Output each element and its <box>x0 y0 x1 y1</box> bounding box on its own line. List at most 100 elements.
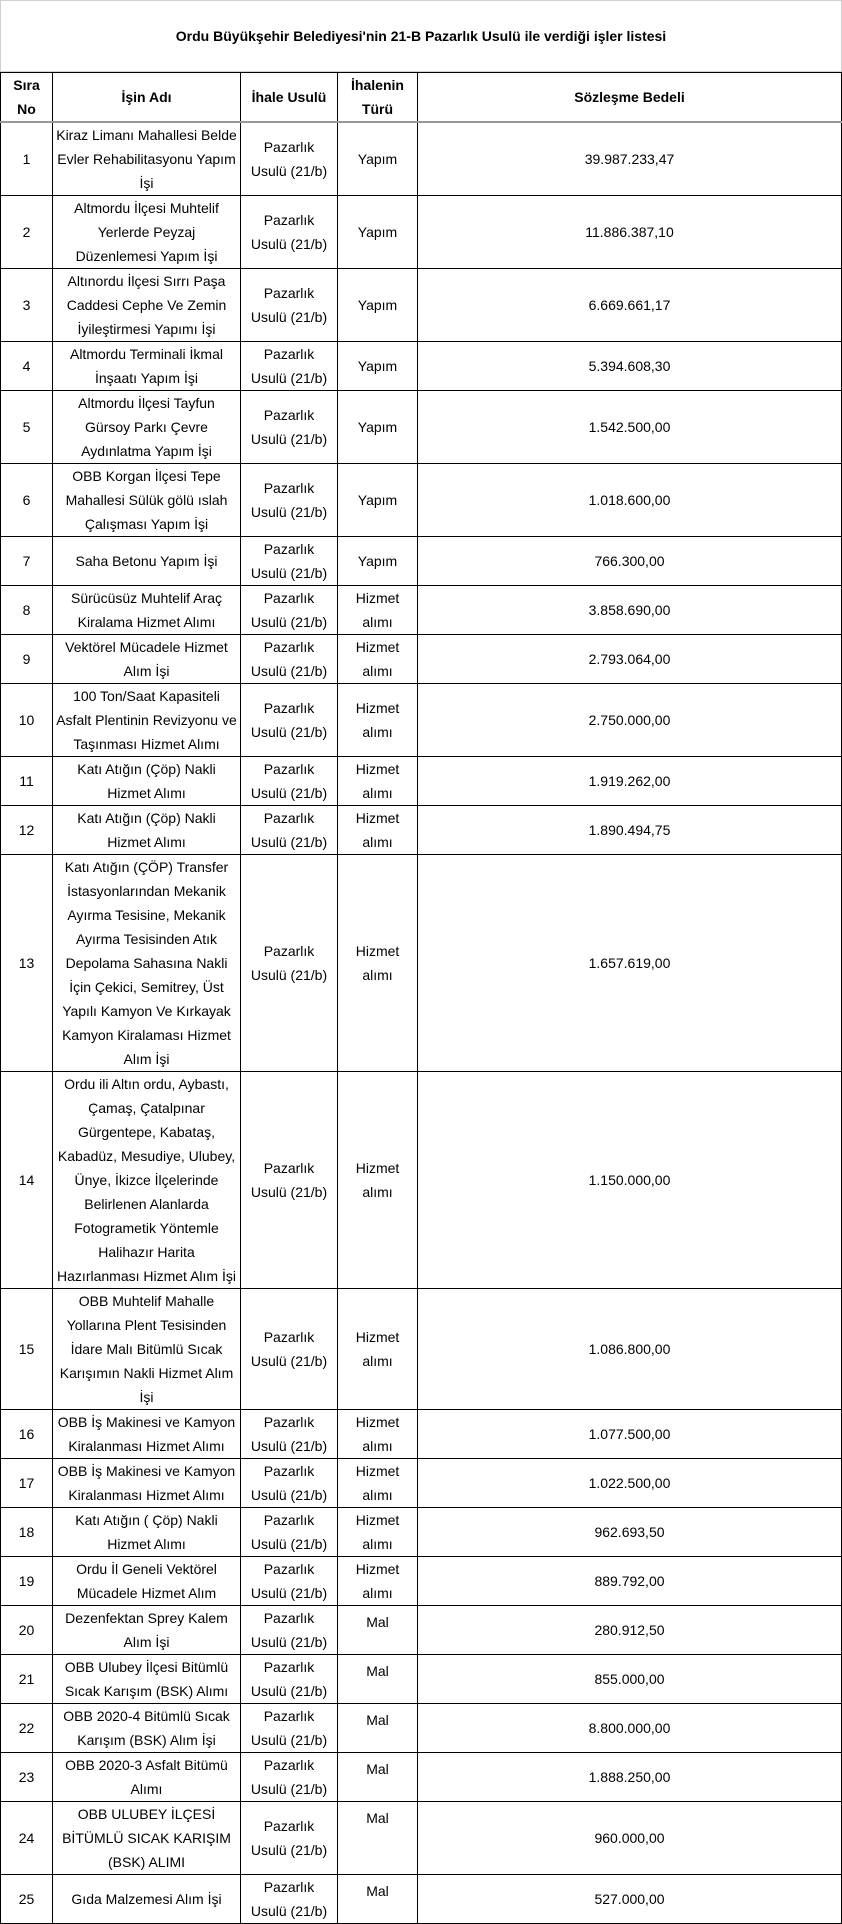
tender-method-cell: Pazarlık Usulü (21/b) <box>240 536 338 586</box>
contract-amount-cell: 889.792,00 <box>417 1556 842 1606</box>
table-row: 18 Katı Atığın ( Çöp) Nakli Hizmet Alımı P… <box>0 1507 842 1557</box>
contract-amount-cell: 1.150.000,00 <box>417 1071 842 1289</box>
contract-amount-cell: 1.022.500,00 <box>417 1458 842 1508</box>
tender-method-cell: Pazarlık Usulü (21/b) <box>240 1458 338 1508</box>
job-name-cell: OBB ULUBEY İLÇESİ BİTÜMLÜ SICAK KARIŞIM … <box>52 1801 241 1875</box>
tender-method-cell: Pazarlık Usulü (21/b) <box>240 1507 338 1557</box>
tender-method-cell: Pazarlık Usulü (21/b) <box>240 268 338 342</box>
job-name-cell: Ordu İl Geneli Vektörel Mücadele Hizmet … <box>52 1556 241 1606</box>
table-row: 24 OBB ULUBEY İLÇESİ BİTÜMLÜ SICAK KARIŞI… <box>0 1801 842 1875</box>
row-number-cell: 18 <box>0 1507 53 1557</box>
job-name-cell: OBB İş Makinesi ve Kamyon Kiralanması Hi… <box>52 1409 241 1459</box>
header-ihale-usulu: İhale Usulü <box>240 72 338 123</box>
contract-amount-cell: 1.542.500,00 <box>417 390 842 464</box>
table-row: 4 Altmordu Terminali İkmal İnşaatı Yapım … <box>0 341 842 391</box>
tender-method-cell: Pazarlık Usulü (21/b) <box>240 121 338 196</box>
job-name-cell: Ordu ili Altın ordu, Aybastı, Çamaş, Çat… <box>52 1071 241 1289</box>
tender-method-cell: Pazarlık Usulü (21/b) <box>240 195 338 269</box>
row-number-cell: 8 <box>0 585 53 635</box>
table-row: 6 OBB Korgan İlçesi Tepe Mahallesi Sülük … <box>0 463 842 537</box>
row-number-cell: 11 <box>0 756 53 806</box>
table-row: 3 Altınordu İlçesi Sırrı Paşa Caddesi Cep… <box>0 268 842 342</box>
contract-amount-cell: 11.886.387,10 <box>417 195 842 269</box>
tender-method-cell: Pazarlık Usulü (21/b) <box>240 1071 338 1289</box>
job-name-cell: Katı Atığın ( Çöp) Nakli Hizmet Alımı <box>52 1507 241 1557</box>
contract-amount-cell: 960.000,00 <box>417 1801 842 1875</box>
table-row: 20 Dezenfektan Sprey Kalem Alım İşi Pazarl… <box>0 1605 842 1655</box>
row-number-cell: 5 <box>0 390 53 464</box>
contract-amount-cell: 855.000,00 <box>417 1654 842 1704</box>
job-name-cell: Kiraz Limanı Mahallesi Belde Evler Rehab… <box>52 121 241 196</box>
table-row: 1 Kiraz Limanı Mahallesi Belde Evler Reha… <box>0 121 842 196</box>
tender-method-cell: Pazarlık Usulü (21/b) <box>240 683 338 757</box>
tender-method-cell: Pazarlık Usulü (21/b) <box>240 805 338 855</box>
tender-type-cell: Yapım <box>337 390 418 464</box>
header-sozlesme-bedeli: Sözleşme Bedeli <box>417 72 842 123</box>
job-name-cell: OBB Korgan İlçesi Tepe Mahallesi Sülük g… <box>52 463 241 537</box>
contract-amount-cell: 1.888.250,00 <box>417 1752 842 1802</box>
tender-type-cell: Yapım <box>337 195 418 269</box>
table-row: 10 100 Ton/Saat Kapasiteli Asfalt Plentin… <box>0 683 842 757</box>
row-number-cell: 1 <box>0 121 53 196</box>
table-row: 15 OBB Muhtelif Mahalle Yollarına Plent T… <box>0 1288 842 1410</box>
row-number-cell: 24 <box>0 1801 53 1875</box>
header-ihalenin-turu: İhalenin Türü <box>337 72 418 123</box>
contract-amount-cell: 2.793.064,00 <box>417 634 842 684</box>
row-number-cell: 4 <box>0 341 53 391</box>
tender-type-cell: Hizmet alımı <box>337 756 418 806</box>
tender-type-cell: Hizmet alımı <box>337 585 418 635</box>
tender-type-cell: Mal <box>337 1605 418 1655</box>
table-row: 25 Gıda Malzemesi Alım İşi Pazarlık Usulü … <box>0 1874 842 1924</box>
tender-type-cell: Yapım <box>337 268 418 342</box>
table-row: 11 Katı Atığın (Çöp) Nakli Hizmet Alımı Pa… <box>0 756 842 806</box>
table-row: 16 OBB İş Makinesi ve Kamyon Kiralanması … <box>0 1409 842 1459</box>
job-name-cell: Altmordu Terminali İkmal İnşaatı Yapım İ… <box>52 341 241 391</box>
tender-type-cell: Yapım <box>337 463 418 537</box>
page-title: Ordu Büyükşehir Belediyesi'nin 21-B Paza… <box>0 0 842 72</box>
row-number-cell: 17 <box>0 1458 53 1508</box>
contract-amount-cell: 2.750.000,00 <box>417 683 842 757</box>
table-row: 14 Ordu ili Altın ordu, Aybastı, Çamaş, Ç… <box>0 1071 842 1289</box>
row-number-cell: 16 <box>0 1409 53 1459</box>
tender-method-cell: Pazarlık Usulü (21/b) <box>240 1605 338 1655</box>
job-name-cell: Sürücüsüz Muhtelif Araç Kiralama Hizmet … <box>52 585 241 635</box>
row-number-cell: 2 <box>0 195 53 269</box>
job-name-cell: Altmordu İlçesi Muhtelif Yerlerde Peyzaj… <box>52 195 241 269</box>
contract-amount-cell: 5.394.608,30 <box>417 341 842 391</box>
table-row: 9 Vektörel Mücadele Hizmet Alım İşi Pazarl… <box>0 634 842 684</box>
tender-type-cell: Hizmet alımı <box>337 1288 418 1410</box>
row-number-cell: 14 <box>0 1071 53 1289</box>
row-number-cell: 20 <box>0 1605 53 1655</box>
tender-type-cell: Yapım <box>337 536 418 586</box>
tender-type-cell: Hizmet alımı <box>337 1409 418 1459</box>
contracts-table: Sıra No İşin Adı İhale Usulü İhalenin Tü… <box>0 72 842 1924</box>
tender-type-cell: Hizmet alımı <box>337 854 418 1072</box>
tender-method-cell: Pazarlık Usulü (21/b) <box>240 1288 338 1410</box>
header-isin-adi: İşin Adı <box>52 72 241 123</box>
table-row: 17 OBB İş Makinesi ve Kamyon Kiralanması … <box>0 1458 842 1508</box>
row-number-cell: 19 <box>0 1556 53 1606</box>
table-row: 8 Sürücüsüz Muhtelif Araç Kiralama Hizmet… <box>0 585 842 635</box>
contract-amount-cell: 962.693,50 <box>417 1507 842 1557</box>
tender-type-cell: Hizmet alımı <box>337 1556 418 1606</box>
job-name-cell: OBB 2020-4 Bitümlü Sıcak Karışım (BSK) A… <box>52 1703 241 1753</box>
table-row: 23 OBB 2020-3 Asfalt Bitümü Alımı Pazarlık… <box>0 1752 842 1802</box>
row-number-cell: 22 <box>0 1703 53 1753</box>
job-name-cell: OBB İş Makinesi ve Kamyon Kiralanması Hi… <box>52 1458 241 1508</box>
row-number-cell: 12 <box>0 805 53 855</box>
row-number-cell: 23 <box>0 1752 53 1802</box>
contract-amount-cell: 1.077.500,00 <box>417 1409 842 1459</box>
header-sira-no: Sıra No <box>0 72 53 123</box>
tender-type-cell: Mal <box>337 1874 418 1924</box>
row-number-cell: 21 <box>0 1654 53 1704</box>
job-name-cell: Katı Atığın (ÇÖP) Transfer İstasyonların… <box>52 854 241 1072</box>
contract-amount-cell: 8.800.000,00 <box>417 1703 842 1753</box>
table-row: 13 Katı Atığın (ÇÖP) Transfer İstasyonlar… <box>0 854 842 1072</box>
tender-method-cell: Pazarlık Usulü (21/b) <box>240 1654 338 1704</box>
table-row: 21 OBB Ulubey İlçesi Bitümlü Sıcak Karışı… <box>0 1654 842 1704</box>
tender-method-cell: Pazarlık Usulü (21/b) <box>240 634 338 684</box>
row-number-cell: 13 <box>0 854 53 1072</box>
header-row: Sıra No İşin Adı İhale Usulü İhalenin Tü… <box>0 72 842 123</box>
contract-amount-cell: 1.657.619,00 <box>417 854 842 1072</box>
job-name-cell: Vektörel Mücadele Hizmet Alım İşi <box>52 634 241 684</box>
